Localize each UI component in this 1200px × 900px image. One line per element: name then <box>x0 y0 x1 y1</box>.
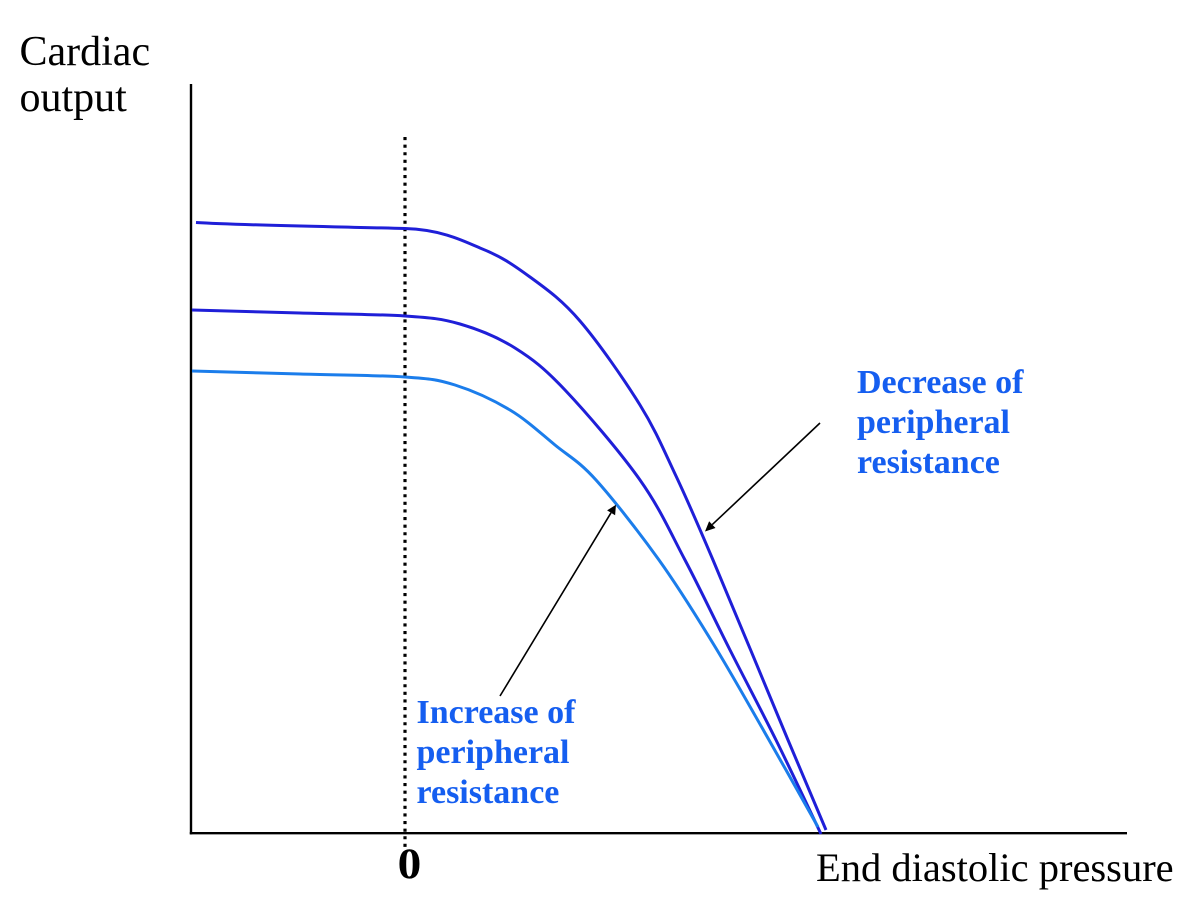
svg-text:Decrease of: Decrease of <box>857 364 1024 401</box>
svg-text:output: output <box>20 75 128 121</box>
svg-text:resistance: resistance <box>857 444 1000 481</box>
svg-text:peripheral: peripheral <box>417 734 570 771</box>
svg-text:0: 0 <box>398 840 422 888</box>
svg-text:Increase of: Increase of <box>417 694 577 731</box>
svg-text:resistance: resistance <box>417 774 560 811</box>
svg-text:End diastolic pressure: End diastolic pressure <box>816 845 1174 890</box>
svg-text:peripheral: peripheral <box>857 404 1010 441</box>
svg-text:Cardiac: Cardiac <box>20 29 151 75</box>
